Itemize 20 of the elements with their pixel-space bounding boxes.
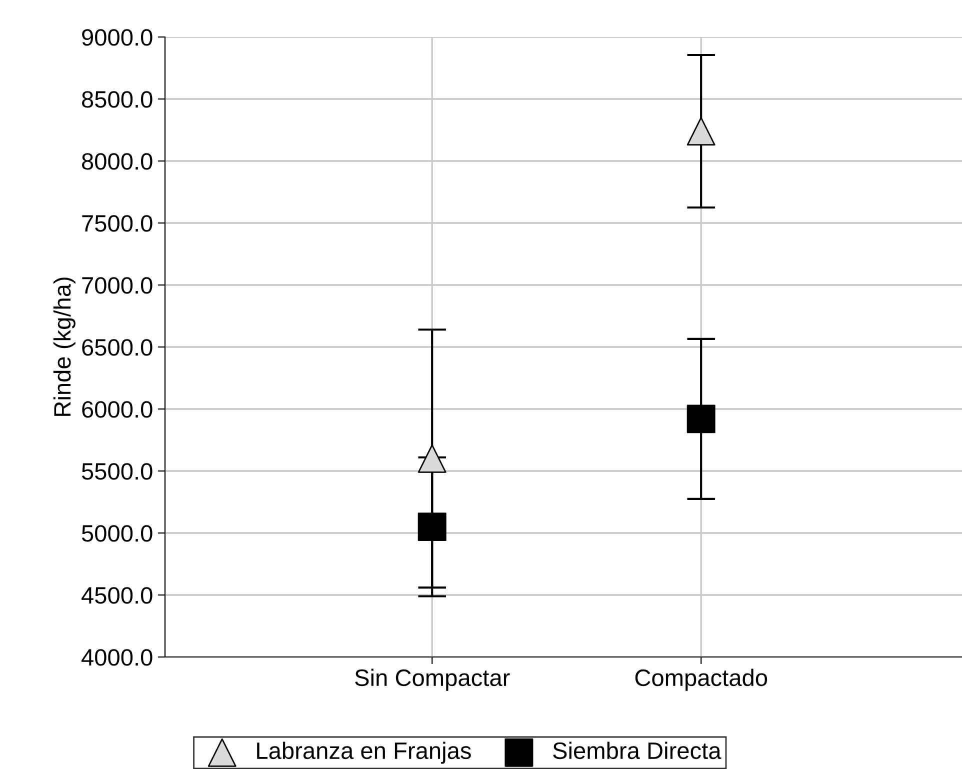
y-tick-label: 8000.0 (82, 153, 152, 170)
point (418, 512, 446, 542)
y-tick-label: 4000.0 (82, 649, 152, 666)
x-tick-label: Sin Compactar (355, 668, 510, 691)
y-tick-label: 7000.0 (82, 277, 152, 294)
point (686, 404, 716, 434)
point (686, 117, 716, 146)
y-tick-label: 7500.0 (82, 215, 152, 232)
y-tick-label: 5000.0 (82, 525, 152, 542)
y-tick-label: 5500.0 (82, 463, 152, 480)
point (418, 444, 446, 473)
legend-label: Labranza en Franjas (257, 742, 471, 764)
legend-label: Siembra Directa (553, 742, 722, 760)
y-axis-title: Rinde (kg/ha) (53, 278, 76, 416)
y-tick-label: 4500.0 (82, 587, 152, 604)
y-tick-label: 9000.0 (82, 29, 152, 46)
y-tick-label: 8500.0 (82, 91, 152, 108)
y-tick-label: 6000.0 (82, 401, 152, 418)
y-tick-label: 6500.0 (82, 339, 152, 356)
x-tick-label: Compactado (635, 668, 768, 691)
